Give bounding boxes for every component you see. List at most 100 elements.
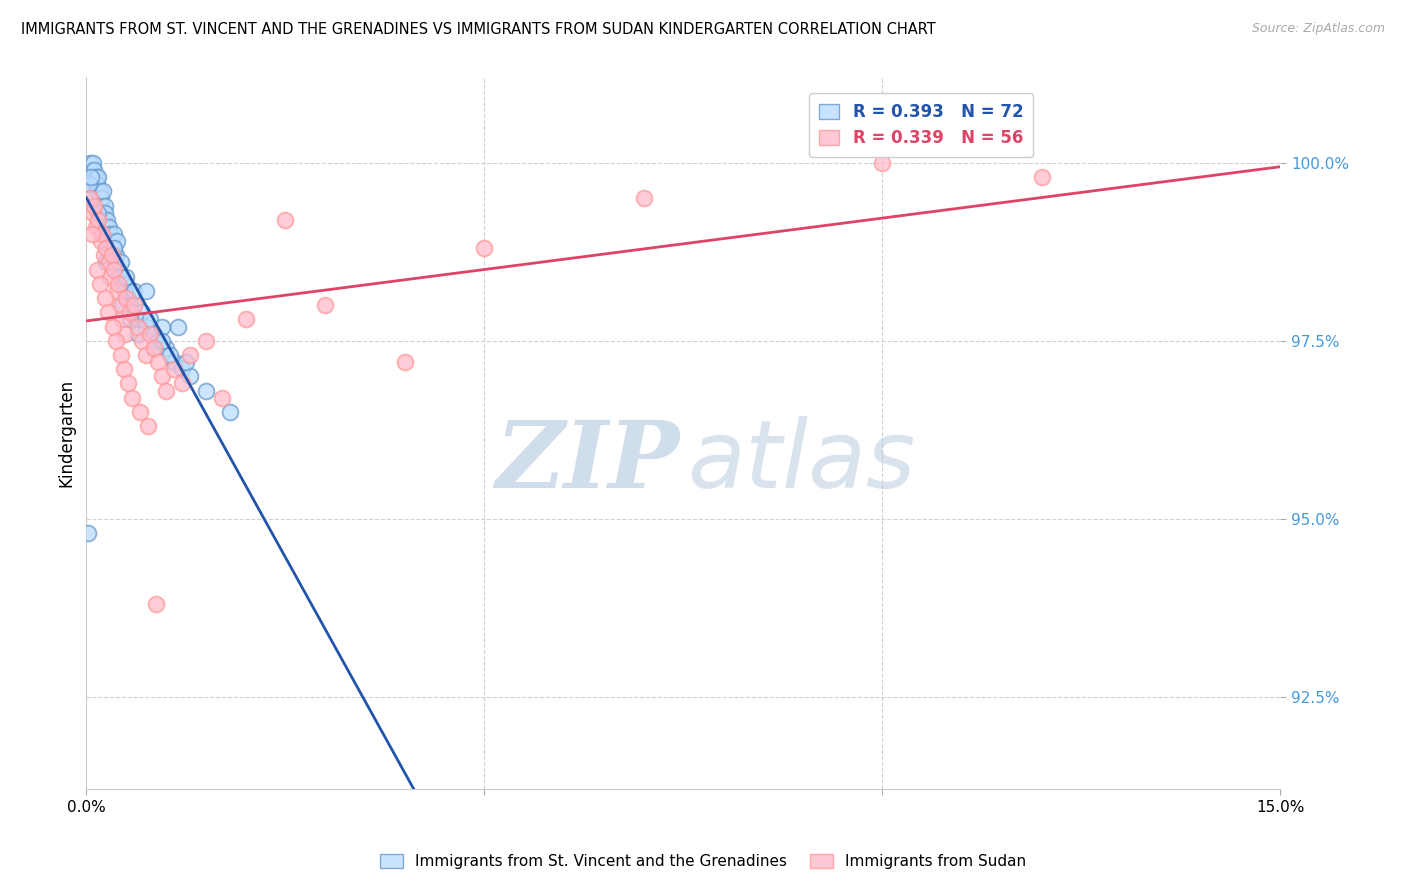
Point [104, 248, 127, 262]
Point [79, 156, 101, 170]
Legend: Immigrants from St. Vincent and the Grenadines, Immigrants from Sudan: Immigrants from St. Vincent and the Gren… [374, 848, 1032, 875]
Point [89, 277, 111, 291]
Point [107, 277, 129, 291]
Point [93, 291, 115, 305]
Point [84, 177, 107, 191]
Point [131, 305, 153, 319]
Point [174, 355, 197, 369]
Point [77, 191, 100, 205]
Point [87, 205, 110, 219]
Point [170, 362, 193, 376]
Point [155, 384, 177, 398]
Point [145, 597, 167, 611]
Point [139, 326, 162, 341]
Point [97, 255, 120, 269]
Point [96, 219, 118, 234]
Point [135, 348, 157, 362]
Point [111, 312, 134, 326]
Point [100, 241, 122, 255]
Point [163, 362, 186, 376]
Point [139, 312, 162, 326]
Point [105, 284, 128, 298]
Point [179, 348, 201, 362]
Point [101, 248, 124, 262]
Point [111, 277, 134, 291]
Point [80, 170, 103, 185]
Point [120, 312, 142, 326]
Point [83, 163, 105, 178]
Point [98, 234, 121, 248]
Point [110, 348, 132, 362]
Legend: R = 0.393   N = 72, R = 0.339   N = 56: R = 0.393 N = 72, R = 0.339 N = 56 [810, 93, 1033, 157]
Point [98, 227, 121, 241]
Point [101, 319, 124, 334]
Point [84, 219, 107, 234]
Point [163, 355, 186, 369]
Point [121, 391, 143, 405]
Point [104, 334, 127, 348]
Point [108, 269, 131, 284]
Point [235, 312, 257, 326]
Point [122, 298, 145, 312]
Point [104, 255, 127, 269]
Point [80, 163, 103, 178]
Point [166, 319, 188, 334]
Point [114, 326, 136, 341]
Point [143, 326, 166, 341]
Point [110, 255, 132, 269]
Point [122, 284, 145, 298]
Point [87, 191, 110, 205]
Point [91, 205, 114, 219]
Point [872, 156, 894, 170]
Point [79, 177, 101, 191]
Point [146, 355, 169, 369]
Point [97, 227, 120, 241]
Point [115, 269, 138, 284]
Point [80, 227, 103, 241]
Point [150, 369, 173, 384]
Point [82, 205, 104, 219]
Point [131, 334, 153, 348]
Point [129, 405, 152, 419]
Point [86, 184, 108, 198]
Text: Source: ZipAtlas.com: Source: ZipAtlas.com [1251, 22, 1385, 36]
Point [107, 262, 129, 277]
Point [86, 177, 108, 191]
Point [111, 298, 134, 312]
Point [98, 269, 121, 284]
Point [120, 305, 142, 319]
Point [91, 184, 114, 198]
Point [87, 212, 110, 227]
Point [127, 326, 149, 341]
Point [103, 241, 125, 255]
Point [103, 241, 125, 255]
Point [89, 184, 111, 198]
Point [86, 262, 108, 277]
Point [121, 305, 143, 319]
Point [114, 284, 136, 298]
Point [79, 191, 101, 205]
Point [472, 241, 495, 255]
Point [93, 198, 115, 212]
Point [117, 291, 139, 305]
Point [90, 191, 112, 205]
Point [143, 341, 166, 355]
Point [105, 234, 128, 248]
Point [143, 341, 166, 355]
Point [112, 362, 135, 376]
Point [135, 284, 157, 298]
Point [96, 255, 118, 269]
Y-axis label: Kindergarten: Kindergarten [58, 379, 75, 487]
Point [103, 262, 125, 277]
Point [1031, 170, 1053, 185]
Point [127, 312, 149, 326]
Point [117, 376, 139, 391]
Point [150, 319, 173, 334]
Point [274, 212, 297, 227]
Point [90, 198, 112, 212]
Point [150, 334, 173, 348]
Point [93, 248, 115, 262]
Point [146, 334, 169, 348]
Text: atlas: atlas [688, 417, 915, 508]
Point [82, 156, 104, 170]
